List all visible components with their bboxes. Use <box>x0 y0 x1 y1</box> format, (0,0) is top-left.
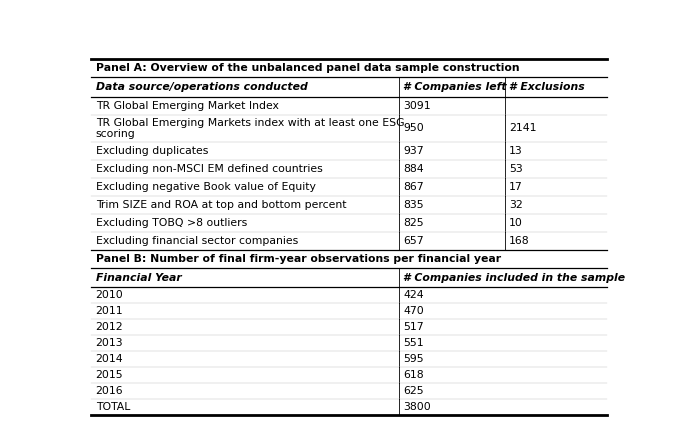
Text: 884: 884 <box>403 164 424 174</box>
Text: Data source/operations conducted: Data source/operations conducted <box>95 82 307 92</box>
Text: Financial Year: Financial Year <box>95 273 181 283</box>
Text: 867: 867 <box>403 182 424 192</box>
Text: 618: 618 <box>403 370 424 380</box>
Text: 2013: 2013 <box>95 338 123 348</box>
Text: TR Global Emerging Market Index: TR Global Emerging Market Index <box>95 101 279 111</box>
Text: 2015: 2015 <box>95 370 123 380</box>
Text: Panel A: Overview of the unbalanced panel data sample construction: Panel A: Overview of the unbalanced pane… <box>95 64 520 73</box>
Text: TR Global Emerging Markets index with at least one ESG
scoring: TR Global Emerging Markets index with at… <box>95 118 405 139</box>
Text: Trim SIZE and ROA at top and bottom percent: Trim SIZE and ROA at top and bottom perc… <box>95 200 346 210</box>
Text: 10: 10 <box>509 218 523 228</box>
Text: 2010: 2010 <box>95 290 123 300</box>
Text: 2016: 2016 <box>95 386 123 396</box>
Text: 595: 595 <box>403 354 424 364</box>
Text: 168: 168 <box>509 236 530 246</box>
Text: 2141: 2141 <box>509 124 537 133</box>
Text: 3091: 3091 <box>403 101 431 111</box>
Text: 657: 657 <box>403 236 424 246</box>
Text: 835: 835 <box>403 200 424 210</box>
Text: 32: 32 <box>509 200 523 210</box>
Text: 3800: 3800 <box>403 402 431 412</box>
Text: # Companies included in the sample: # Companies included in the sample <box>403 273 625 283</box>
Text: Excluding TOBQ >8 outliers: Excluding TOBQ >8 outliers <box>95 218 247 228</box>
Text: 470: 470 <box>403 306 424 316</box>
Text: 937: 937 <box>403 146 424 156</box>
Text: # Companies left: # Companies left <box>403 82 507 92</box>
Text: Excluding non-MSCI EM defined countries: Excluding non-MSCI EM defined countries <box>95 164 322 174</box>
Text: 625: 625 <box>403 386 424 396</box>
Text: Excluding financial sector companies: Excluding financial sector companies <box>95 236 298 246</box>
Text: 2011: 2011 <box>95 306 123 316</box>
Text: 424: 424 <box>403 290 424 300</box>
Text: 2012: 2012 <box>95 322 123 332</box>
Text: 950: 950 <box>403 124 424 133</box>
Text: 551: 551 <box>403 338 424 348</box>
Text: Excluding negative Book value of Equity: Excluding negative Book value of Equity <box>95 182 315 192</box>
Text: 517: 517 <box>403 322 424 332</box>
Text: Excluding duplicates: Excluding duplicates <box>95 146 208 156</box>
Text: 2014: 2014 <box>95 354 123 364</box>
Text: 53: 53 <box>509 164 523 174</box>
Text: 17: 17 <box>509 182 523 192</box>
Text: # Exclusions: # Exclusions <box>509 82 585 92</box>
Text: 825: 825 <box>403 218 424 228</box>
Text: 13: 13 <box>509 146 523 156</box>
Text: TOTAL: TOTAL <box>95 402 130 412</box>
Text: Panel B: Number of final firm-year observations per financial year: Panel B: Number of final firm-year obser… <box>95 254 501 264</box>
